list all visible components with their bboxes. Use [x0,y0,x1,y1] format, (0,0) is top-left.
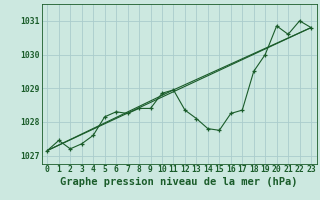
X-axis label: Graphe pression niveau de la mer (hPa): Graphe pression niveau de la mer (hPa) [60,177,298,187]
